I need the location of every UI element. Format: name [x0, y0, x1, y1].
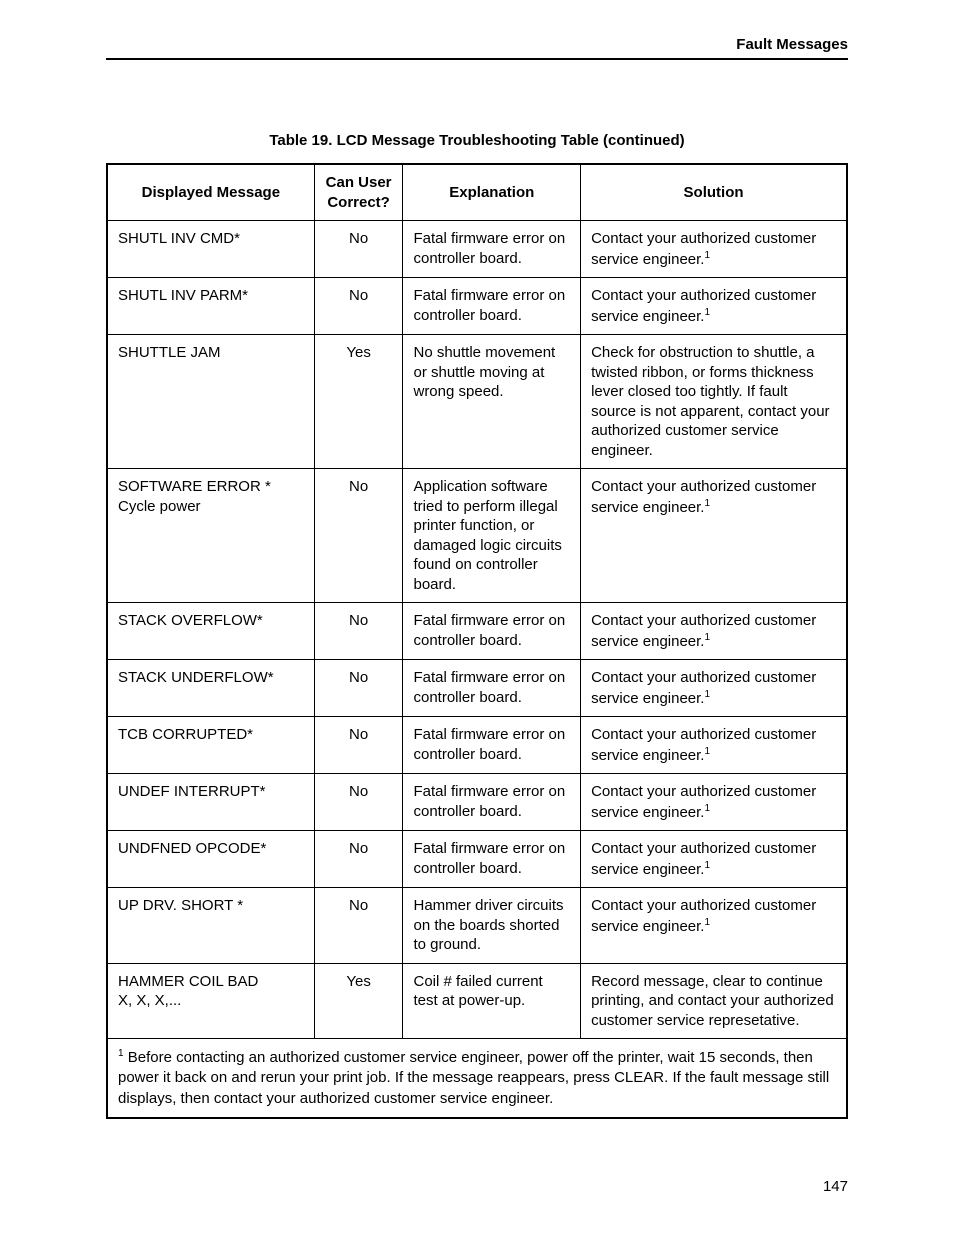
- message-text: SHUTTLE JAM: [118, 344, 221, 361]
- solution-sup: 1: [704, 803, 710, 814]
- solution-sup: 1: [704, 250, 710, 261]
- message-text: UNDFNED OPCODE*: [118, 840, 266, 857]
- cell-message: UNDFNED OPCODE*: [107, 831, 314, 888]
- message-text: TCB CORRUPTED*: [118, 726, 253, 743]
- message-text: HAMMER COIL BAD: [118, 973, 258, 990]
- cell-explanation: Fatal firmware error on controller board…: [403, 717, 581, 774]
- cell-solution: Contact your authorized customer service…: [581, 831, 847, 888]
- cell-solution: Contact your authorized customer service…: [581, 717, 847, 774]
- table-row: STACK OVERFLOW* NoFatal firmware error on…: [107, 603, 847, 660]
- table-row: STACK UNDERFLOW* NoFatal firmware error o…: [107, 660, 847, 717]
- table-row: HAMMER COIL BADX, X, X,...YesCoil # fail…: [107, 963, 847, 1039]
- cell-solution: Contact your authorized customer service…: [581, 603, 847, 660]
- message-text: SHUTL INV CMD*: [118, 230, 240, 247]
- message-text: STACK UNDERFLOW*: [118, 669, 274, 686]
- cell-solution: Contact your authorized customer service…: [581, 660, 847, 717]
- cell-explanation: Fatal firmware error on controller board…: [403, 278, 581, 335]
- cell-explanation: No shuttle movement or shuttle moving at…: [403, 335, 581, 469]
- cell-explanation: Application software tried to perform il…: [403, 469, 581, 603]
- solution-sup: 1: [704, 689, 710, 700]
- solution-sup: 1: [704, 917, 710, 928]
- cell-solution: Check for obstruction to shuttle, a twis…: [581, 335, 847, 469]
- table-row: UNDEF INTERRUPT* NoFatal firmware error o…: [107, 774, 847, 831]
- cell-solution: Record message, clear to continue printi…: [581, 963, 847, 1039]
- cell-explanation: Coil # failed current test at power-up.: [403, 963, 581, 1039]
- solution-text: Record message, clear to continue printi…: [591, 973, 834, 1029]
- cell-explanation: Fatal firmware error on controller board…: [403, 603, 581, 660]
- solution-text: Check for obstruction to shuttle, a twis…: [591, 344, 829, 459]
- cell-solution: Contact your authorized customer service…: [581, 221, 847, 278]
- cell-correct: No: [314, 221, 403, 278]
- table-title: Table 19. LCD Message Troubleshooting Ta…: [106, 132, 848, 149]
- cell-correct: No: [314, 660, 403, 717]
- message-text: SHUTL INV PARM*: [118, 287, 248, 304]
- table-row: UNDFNED OPCODE* NoFatal firmware error on…: [107, 831, 847, 888]
- cell-explanation: Fatal firmware error on controller board…: [403, 831, 581, 888]
- cell-correct: No: [314, 278, 403, 335]
- message-text-line2: Cycle power: [118, 497, 304, 517]
- cell-correct: No: [314, 831, 403, 888]
- cell-correct: No: [314, 603, 403, 660]
- table-row: SHUTTLE JAM YesNo shuttle movement or shu…: [107, 335, 847, 469]
- table-row: SOFTWARE ERROR * Cycle power NoApplication…: [107, 469, 847, 603]
- page-container: Fault Messages Table 19. LCD Message Tro…: [0, 0, 954, 1119]
- message-text: SOFTWARE ERROR *: [118, 478, 271, 495]
- cell-explanation: Hammer driver circuits on the boards sho…: [403, 888, 581, 964]
- page-header: Fault Messages: [106, 36, 848, 60]
- cell-correct: Yes: [314, 963, 403, 1039]
- cell-message: SHUTL INV CMD*: [107, 221, 314, 278]
- message-text-line2: X, X, X,...: [118, 991, 304, 1011]
- solution-sup: 1: [704, 307, 710, 318]
- table-row: SHUTL INV PARM* NoFatal firmware error on…: [107, 278, 847, 335]
- cell-explanation: Fatal firmware error on controller board…: [403, 221, 581, 278]
- cell-solution: Contact your authorized customer service…: [581, 278, 847, 335]
- cell-message: STACK OVERFLOW*: [107, 603, 314, 660]
- solution-sup: 1: [704, 632, 710, 643]
- col-header-message: Displayed Message: [107, 164, 314, 221]
- cell-correct: No: [314, 774, 403, 831]
- cell-solution: Contact your authorized customer service…: [581, 774, 847, 831]
- cell-message: SOFTWARE ERROR * Cycle power: [107, 469, 314, 603]
- cell-correct: No: [314, 888, 403, 964]
- cell-message: SHUTTLE JAM: [107, 335, 314, 469]
- cell-message: UNDEF INTERRUPT*: [107, 774, 314, 831]
- solution-sup: 1: [704, 746, 710, 757]
- table-footnote-row: 1 Before contacting an authorized custom…: [107, 1039, 847, 1118]
- footnote-text: Before contacting an authorized customer…: [118, 1049, 829, 1107]
- troubleshooting-table: Displayed Message Can User Correct? Expl…: [106, 163, 848, 1119]
- cell-message: UP DRV. SHORT *: [107, 888, 314, 964]
- cell-message: SHUTL INV PARM*: [107, 278, 314, 335]
- cell-correct: Yes: [314, 335, 403, 469]
- message-text: UP DRV. SHORT *: [118, 897, 243, 914]
- cell-message: TCB CORRUPTED*: [107, 717, 314, 774]
- solution-sup: 1: [704, 498, 710, 509]
- solution-sup: 1: [704, 860, 710, 871]
- cell-solution: Contact your authorized customer service…: [581, 888, 847, 964]
- table-header-row: Displayed Message Can User Correct? Expl…: [107, 164, 847, 221]
- cell-message: STACK UNDERFLOW*: [107, 660, 314, 717]
- message-text: STACK OVERFLOW*: [118, 612, 263, 629]
- col-header-solution: Solution: [581, 164, 847, 221]
- col-header-correct: Can User Correct?: [314, 164, 403, 221]
- message-text: UNDEF INTERRUPT*: [118, 783, 266, 800]
- cell-explanation: Fatal firmware error on controller board…: [403, 774, 581, 831]
- table-row: UP DRV. SHORT * NoHammer driver circuits …: [107, 888, 847, 964]
- table-footnote: 1 Before contacting an authorized custom…: [107, 1039, 847, 1118]
- table-row: TCB CORRUPTED* NoFatal firmware error on …: [107, 717, 847, 774]
- table-row: SHUTL INV CMD* NoFatal firmware error on …: [107, 221, 847, 278]
- cell-solution: Contact your authorized customer service…: [581, 469, 847, 603]
- page-number: 147: [823, 1178, 848, 1195]
- col-header-explanation: Explanation: [403, 164, 581, 221]
- section-title: Fault Messages: [736, 36, 848, 53]
- cell-explanation: Fatal firmware error on controller board…: [403, 660, 581, 717]
- cell-correct: No: [314, 469, 403, 603]
- cell-message: HAMMER COIL BADX, X, X,...: [107, 963, 314, 1039]
- cell-correct: No: [314, 717, 403, 774]
